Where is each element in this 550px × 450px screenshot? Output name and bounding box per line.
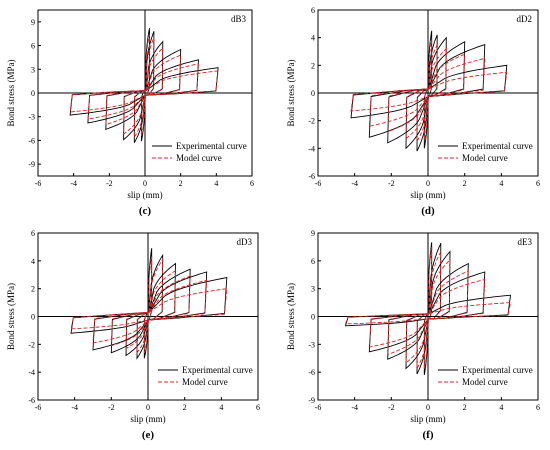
y-tick-label: -9 [28, 160, 35, 169]
x-tick-label: -4 [351, 403, 358, 412]
y-axis-label: Bond stress (MPa) [6, 59, 16, 126]
panel-caption: (e) [142, 429, 155, 441]
legend-entry: Model curve [176, 153, 222, 163]
x-tick-label: 6 [250, 179, 254, 188]
model-curve-loop [69, 70, 219, 113]
chart-panel-1: -6 -4 -2 0 2 4 6 -9 -6 -3 0 3 6 9 slip (mm) Bond stress… [6, 9, 254, 217]
y-tick-label: -4 [28, 368, 35, 377]
x-tick-label: 2 [463, 179, 467, 188]
model-curve-loop [143, 256, 153, 353]
y-tick-label: -9 [308, 396, 315, 405]
x-tick-label: -2 [108, 403, 115, 412]
x-tick-label: 0 [143, 179, 147, 188]
x-tick-label: 0 [426, 179, 430, 188]
x-tick-label: -6 [315, 403, 322, 412]
y-tick-label: 9 [311, 229, 315, 238]
y-tick-label: 2 [31, 285, 35, 294]
plot-label: dD3 [237, 237, 253, 247]
x-tick-label: -4 [71, 403, 78, 412]
legend-entry: Experimental curve [462, 141, 533, 151]
y-axis-label: Bond stress (MPa) [286, 59, 296, 126]
legend-entry: Experimental curve [182, 365, 253, 375]
x-tick-label: 2 [463, 403, 467, 412]
chart-panel-2: -6 -4 -2 0 2 4 6 -6 -4 -2 0 2 4 6 slip (mm) Bond stress… [286, 6, 540, 217]
model-curve-loop [140, 34, 150, 137]
x-axis-label: slip (mm) [410, 190, 445, 200]
y-tick-label: 3 [31, 65, 35, 74]
x-axis-label: slip (mm) [410, 414, 445, 424]
model-curve-loop [123, 46, 164, 136]
plot-label: dD2 [517, 14, 533, 24]
model-curve-loop [70, 288, 228, 330]
panel-caption: (d) [421, 205, 435, 217]
y-tick-label: 4 [31, 257, 35, 266]
y-tick-label: -6 [308, 368, 315, 377]
panel-caption: (c) [139, 205, 152, 217]
model-curve-loop [136, 257, 164, 355]
x-tick-label: 6 [256, 403, 260, 412]
y-tick-label: 0 [31, 313, 35, 322]
y-tick-label: 0 [311, 89, 315, 98]
model-curve-loop [387, 270, 469, 356]
panel-caption: (f) [423, 429, 434, 441]
y-axis-label: Bond stress (MPa) [6, 283, 16, 350]
model-curve-loop [350, 71, 508, 112]
experimental-curve-loop [416, 243, 442, 375]
x-tick-label: -4 [70, 179, 77, 188]
legend-entry: Model curve [462, 153, 508, 163]
y-tick-label: 6 [31, 229, 35, 238]
x-tick-label: 6 [536, 403, 540, 412]
model-curve-loop [405, 47, 447, 140]
y-tick-label: 6 [311, 257, 315, 266]
y-tick-label: -2 [28, 340, 35, 349]
x-tick-label: 4 [499, 179, 503, 188]
x-tick-label: 2 [179, 179, 183, 188]
x-tick-label: -2 [388, 403, 395, 412]
y-tick-label: -6 [28, 396, 35, 405]
x-tick-label: 6 [536, 179, 540, 188]
x-axis-label: slip (mm) [130, 414, 165, 424]
y-tick-label: -2 [308, 117, 315, 126]
x-tick-label: 4 [219, 403, 223, 412]
model-curve-loop [344, 302, 512, 325]
x-tick-label: 2 [183, 403, 187, 412]
legend-entry: Model curve [462, 377, 508, 387]
y-axis-label: Bond stress (MPa) [286, 283, 296, 350]
y-tick-label: 9 [31, 18, 35, 27]
y-tick-label: -6 [308, 172, 315, 181]
plot-label: dE3 [518, 237, 533, 247]
x-tick-label: -2 [106, 179, 113, 188]
x-tick-label: -4 [351, 179, 358, 188]
model-curve-loop [92, 279, 208, 344]
y-tick-label: -6 [28, 136, 35, 145]
legend-entry: Model curve [182, 377, 228, 387]
y-tick-label: 0 [31, 89, 35, 98]
y-tick-label: 0 [311, 313, 315, 322]
chart-panel-3: -6 -4 -2 0 2 4 6 -6 -4 -2 0 2 4 6 slip (mm) Bond stress… [6, 229, 260, 441]
y-tick-label: 4 [311, 34, 315, 43]
model-curve-loop [416, 44, 438, 143]
y-tick-label: 6 [31, 42, 35, 51]
model-curve-loop [87, 63, 199, 120]
x-tick-label: 0 [146, 403, 150, 412]
x-axis-label: slip (mm) [127, 190, 162, 200]
y-tick-label: 6 [311, 6, 315, 15]
x-tick-label: 4 [499, 403, 503, 412]
y-tick-label: 3 [311, 285, 315, 294]
x-tick-label: -6 [35, 179, 42, 188]
plot-label: dB3 [231, 14, 247, 24]
x-tick-label: 4 [214, 179, 218, 188]
x-tick-label: -6 [35, 403, 42, 412]
y-tick-label: 2 [311, 61, 315, 70]
y-tick-label: -3 [308, 340, 315, 349]
legend-entry: Experimental curve [462, 365, 533, 375]
x-tick-label: -6 [315, 179, 322, 188]
legend-entry: Experimental curve [176, 141, 247, 151]
y-tick-label: -3 [28, 113, 35, 122]
x-tick-label: -2 [388, 179, 395, 188]
y-tick-label: -4 [308, 144, 315, 153]
x-tick-label: 0 [426, 403, 430, 412]
